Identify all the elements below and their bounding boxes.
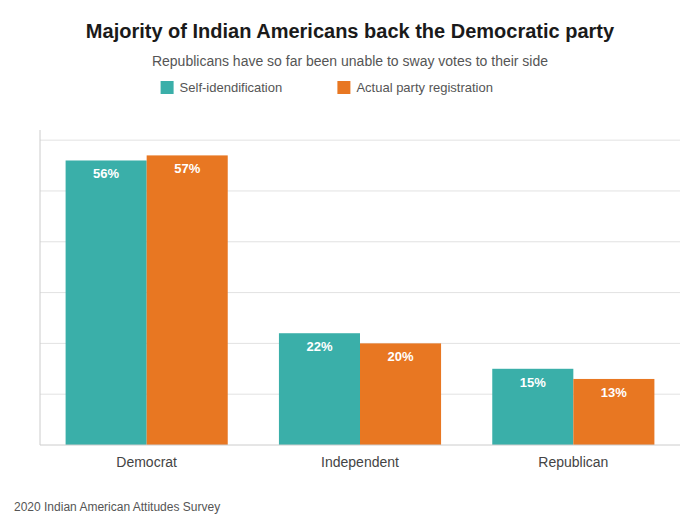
data-labels: 56% 22% 15% 57% 20% 13%	[93, 161, 627, 400]
legend-item: Self-idendification	[161, 80, 283, 95]
data-label: 57%	[174, 161, 200, 176]
legend-swatch	[337, 81, 350, 94]
title: Majority of Indian Americans back the De…	[86, 20, 615, 42]
data-label: 22%	[306, 339, 332, 354]
bar	[147, 155, 228, 445]
bar	[360, 343, 441, 445]
legend-label: Actual party registration	[356, 80, 493, 95]
data-label: 56%	[93, 166, 119, 181]
y-axis-line	[40, 130, 41, 445]
bar	[279, 333, 360, 445]
x-tick-label: Democrat	[116, 454, 177, 470]
bar	[66, 160, 147, 445]
legend-label: Self-idendification	[180, 80, 283, 95]
legend-item: Actual party registration	[337, 80, 493, 95]
legend-swatch	[161, 81, 174, 94]
bar	[492, 369, 573, 445]
subtitle: Republicans have so far been unable to s…	[152, 53, 548, 69]
data-label: 13%	[601, 385, 627, 400]
x-tick-label: Republican	[538, 454, 608, 470]
x-tick-label: Independent	[321, 454, 399, 470]
data-label: 20%	[388, 349, 414, 364]
bar	[573, 379, 654, 445]
source: 2020 Indian American Attitudes Survey	[14, 500, 220, 514]
chart: Majority of Indian Americans back the De…	[0, 0, 700, 525]
legend: Self-idendification Actual party registra…	[161, 80, 493, 95]
bars	[66, 155, 655, 445]
grid-line	[40, 140, 680, 141]
x-axis-line	[40, 445, 680, 446]
data-label: 15%	[520, 375, 546, 390]
